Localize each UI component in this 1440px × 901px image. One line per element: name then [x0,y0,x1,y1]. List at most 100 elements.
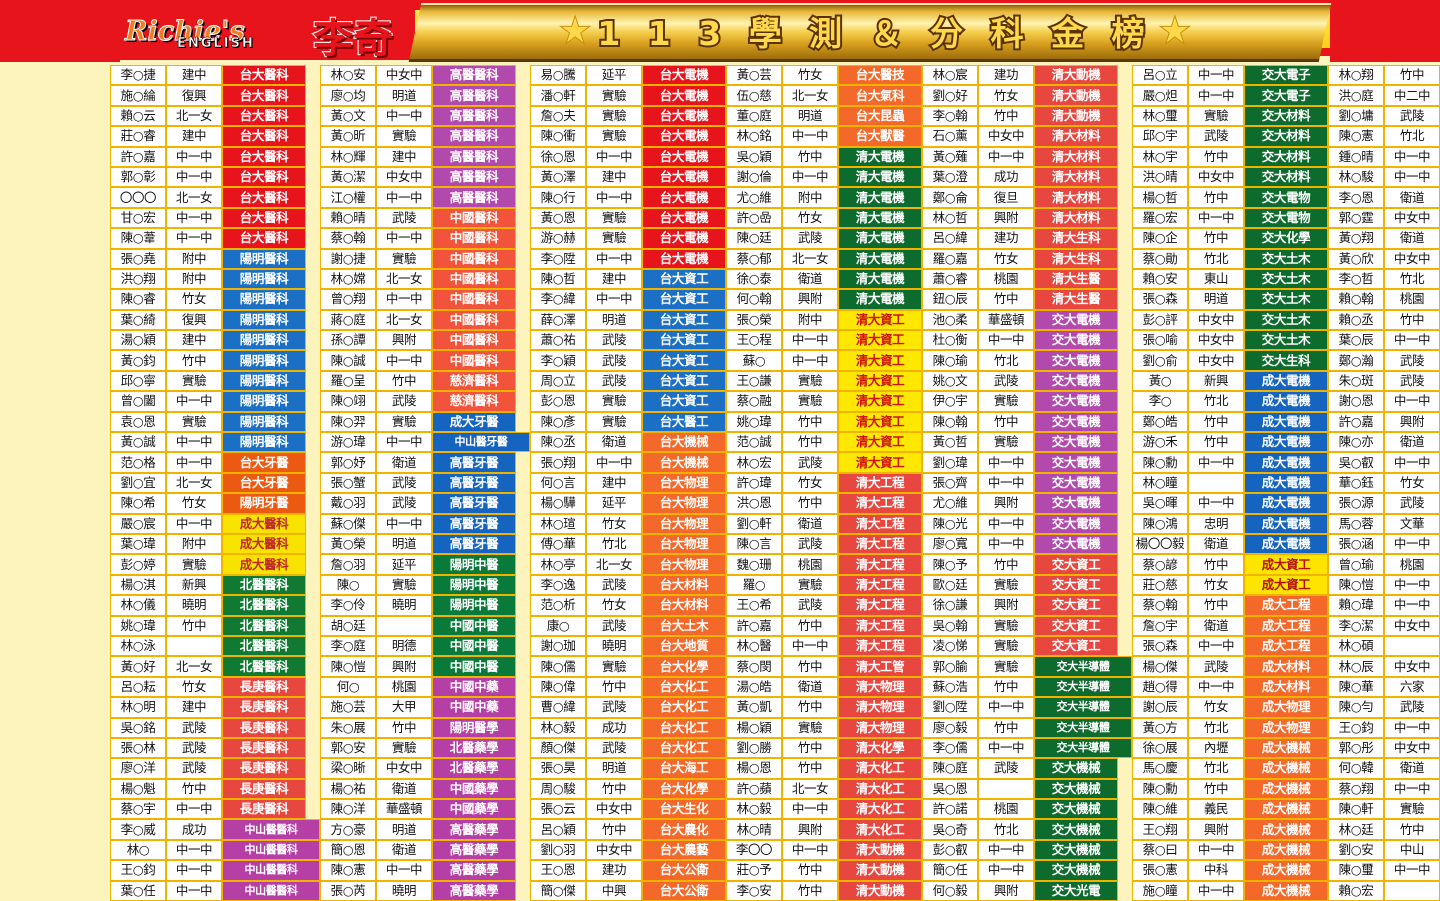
student-school: 實驗 [376,126,432,147]
admitted-department: 台大獸醫 [838,126,922,147]
table-row: 許○嘉 竹中 清大工程 [726,615,922,636]
student-name: 湯○穎 [110,330,166,351]
admitted-department: 台大電機 [642,166,726,188]
student-school: 竹中 [586,819,642,840]
admitted-department: 台大醫科 [222,105,306,127]
student-school: 建中 [586,166,642,188]
admitted-department: 台大物理 [642,493,726,514]
table-row: 徐○謙 興附 交大資工 [922,595,1132,616]
student-school: 實驗 [376,411,432,433]
table-row: 彭○婷 實驗 成大醫科 [110,554,320,575]
student-school: 竹女 [782,207,838,229]
table-row: 游○瑋 中一中 中山醫牙醫 [320,432,530,453]
student-school: 實驗 [782,391,838,412]
student-name: 劉○俞 [1132,350,1188,371]
student-school: 竹中 [1188,778,1244,800]
student-name: 何○言 [530,472,586,494]
admitted-department: 慈濟醫科 [432,370,516,392]
student-name: 蔡○翰 [320,228,376,249]
student-school: 中女中 [586,839,642,861]
table-row: 范○格 中一中 台大牙醫 [110,452,320,473]
table-row: 劉○宜 北一女 台大牙醫 [110,472,320,494]
student-school: 中一中 [166,391,222,412]
student-name: 吳○翰 [922,615,978,636]
table-row: 林○辰中女中成大建築 [1328,656,1440,677]
student-name: 黃○芸 [726,65,782,86]
admitted-department: 交大資工 [1034,554,1118,575]
student-school: 曉明 [376,595,432,616]
student-school: 成功 [978,166,1034,188]
table-row: 呂○耘 竹女 長庚醫科 [110,676,320,698]
table-row: 楊○哲 竹中 交大電物 [1132,187,1328,208]
student-school: 竹北 [1188,248,1244,269]
admitted-department: 成大電機 [1244,493,1328,514]
student-school: 延平 [586,65,642,86]
star-icon-left: ★ [559,10,592,52]
table-row: 劉○俞 中女中 交大生科 [1132,350,1328,371]
student-school: 竹中 [978,105,1034,127]
student-school: 內壢 [1188,737,1244,759]
admitted-department: 台大物理 [642,554,726,575]
admitted-department: 台大化工 [642,717,726,738]
admitted-department: 中國醫科 [432,289,516,310]
table-row: 張○憲 中科 成大機械 [1132,860,1328,881]
student-school: 武陵 [166,758,222,779]
student-name: 彭○婷 [110,554,166,575]
student-school: 中一中 [782,635,838,657]
student-school: 武陵 [586,350,642,371]
student-school: 武陵 [978,370,1034,392]
student-school: 竹中 [782,615,838,636]
table-row: 陳○丞 衛道 台大機械 [530,432,726,453]
table-row: 劉○好 竹女 清大動機 [922,85,1132,106]
student-school: 中一中 [782,166,838,188]
student-school: 中女中 [1384,207,1440,229]
table-row: 楊○魁 竹中 長庚醫科 [110,778,320,800]
student-name: 陳○憲 [320,860,376,881]
student-name: 陳○翰 [922,411,978,433]
table-row: 鄭○皓 竹中 成大電機 [1132,411,1328,433]
admitted-department: 清大資工 [838,411,922,433]
student-name: 洪○庭 [1328,85,1384,106]
table-row: 王○程 中一中 清大資工 [726,330,922,351]
student-name: 何○翰 [726,289,782,310]
student-name: 李○恩 [1328,187,1384,208]
table-row: 李○安 竹中 清大動機 [726,880,922,901]
admitted-department: 成大電機 [1244,411,1328,433]
student-school: 武陵 [166,737,222,759]
student-school: 北一女 [376,309,432,331]
student-name: 吳○暉 [1132,493,1188,514]
admitted-department: 陽明醫科 [222,248,306,269]
table-row: 陳○亦衛道成大航太 [1328,432,1440,453]
student-school: 武陵 [782,452,838,473]
table-row: 朱○斑武陵成大光電 [1328,370,1440,392]
admitted-department: 台大牙醫 [222,452,306,473]
table-row: 王○鈞 中一中 中山醫醫科 [110,860,320,881]
student-name: 林○廷 [1328,819,1384,840]
student-name: 劉○羽 [530,839,586,861]
table-row: 魏○珊 桃園 清大工程 [726,554,922,575]
table-row: 林○璽 實驗 交大材料 [1132,105,1328,127]
admitted-department: 成大機械 [1244,737,1328,759]
student-name: 楊○恩 [726,758,782,779]
student-name: 郭○腧 [922,656,978,677]
student-school: 北一女 [166,656,222,677]
table-row: 姚○文 武陵 交大電機 [922,370,1132,392]
table-row: 黃○凱 竹中 清大物理 [726,697,922,718]
admitted-department: 陽明醫科 [222,268,306,290]
table-row: 馬○蓉文華成大環工 [1328,513,1440,534]
admitted-department: 台大電機 [642,105,726,127]
admitted-department: 成大工程 [1244,635,1328,657]
student-name: 賴○丞 [1328,309,1384,331]
student-school: 武陵 [376,472,432,494]
table-row: 杜○衡 中一中 交大電機 [922,330,1132,351]
student-name: 顏○傑 [530,737,586,759]
student-school: 衛道 [1384,228,1440,249]
student-school: 竹北 [978,350,1034,371]
table-row: 蔡○翔中一中成大職能 [1328,778,1440,800]
student-name: 張○昊 [530,758,586,779]
student-school: 竹中 [782,493,838,514]
table-row: 蘇○傑 中一中 高醫牙醫 [320,513,530,534]
student-school: 竹中 [1188,411,1244,433]
student-school: 竹中 [1188,595,1244,616]
admitted-department: 交大資工 [1034,595,1118,616]
